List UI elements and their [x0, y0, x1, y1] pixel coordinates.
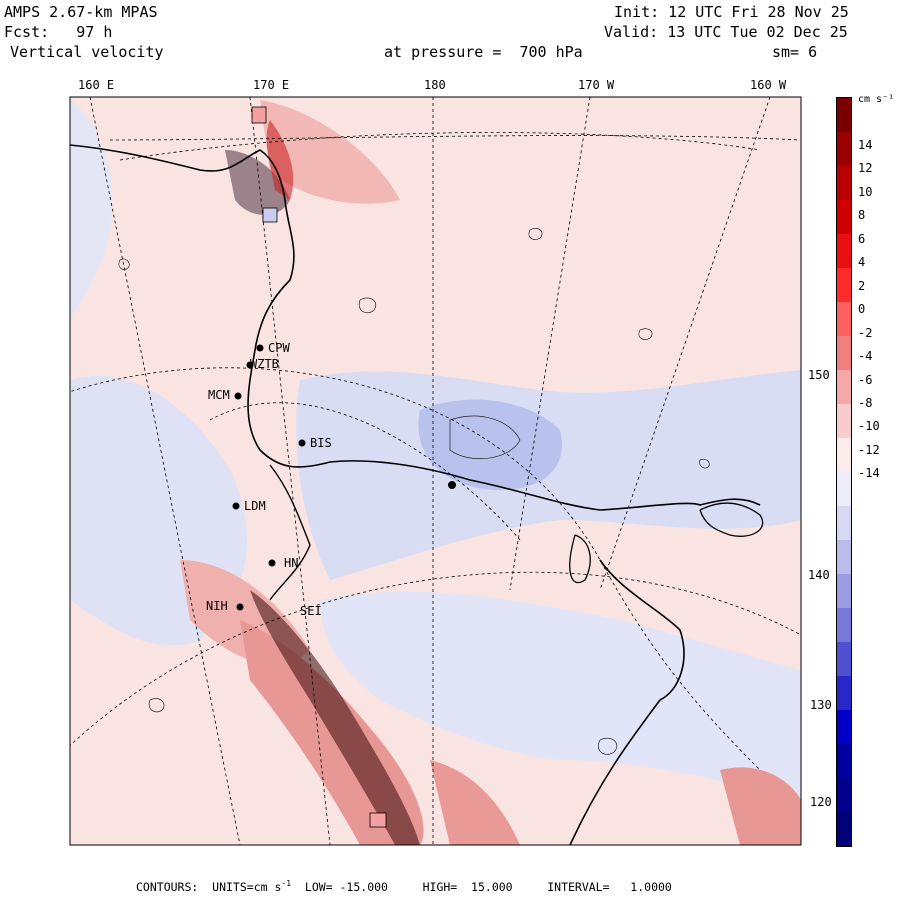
map-frame [69, 96, 802, 846]
colorbar-swatch [837, 132, 851, 166]
station-label-mcm: MCM [208, 388, 230, 402]
colorbar-swatch [837, 302, 851, 336]
lon-label-160e: 160 E [78, 78, 115, 92]
contour-info: CONTOURS: UNITS=cm s-1 LOW= -15.000 HIGH… [136, 879, 672, 894]
colorbar-swatch [837, 234, 851, 268]
colorbar-swatch [837, 676, 851, 710]
colorbar-swatch [837, 404, 851, 438]
station-mcm-dot [234, 392, 242, 400]
colorbar-tick-label: 4 [858, 255, 866, 270]
colorbar-swatch [837, 166, 851, 200]
station-wztb-dot [246, 361, 254, 369]
station-bis-dot [298, 439, 306, 447]
station-ldm-dot [232, 502, 240, 510]
station-cpw-dot [256, 344, 264, 352]
colorbar-tick-label: 14 [858, 138, 873, 152]
colorbar-swatch [837, 540, 851, 574]
colorbar-units: cm s⁻¹ [858, 94, 895, 105]
field-name: Vertical velocity [10, 43, 164, 61]
station-label-bis: BIS [310, 436, 332, 450]
colorbar-tick-label: -10 [858, 419, 880, 434]
valid-time: Valid: 13 UTC Tue 02 Dec 25 [604, 23, 848, 41]
colorbar-swatch [837, 744, 851, 778]
colorbar [836, 97, 852, 847]
colorbar-tick-label: -2 [858, 325, 873, 340]
station-hn-dot [268, 559, 276, 567]
station-label-ldm: LDM [244, 499, 266, 513]
colorbar-tick-label: -6 [858, 372, 873, 387]
station-label-cpw: CPW [268, 341, 290, 355]
colorbar-swatch [837, 574, 851, 608]
model-title: AMPS 2.67-km MPAS [4, 3, 158, 21]
colorbar-swatch [837, 200, 851, 234]
colorbar-tick-label: 10 [858, 184, 873, 199]
colorbar-tick-label: 6 [858, 231, 866, 246]
colorbar-swatch [837, 268, 851, 302]
colorbar-swatch [837, 98, 851, 132]
lon-label-170w: 170 W [578, 78, 615, 92]
colorbar-tick-label: -14 [858, 466, 880, 481]
pressure-level: at pressure = 700 hPa [384, 43, 583, 61]
colorbar-swatch [837, 438, 851, 472]
colorbar-tick-label: -8 [858, 395, 873, 410]
colorbar-swatch [837, 812, 851, 846]
colorbar-swatch [837, 710, 851, 744]
init-time: Init: 12 UTC Fri 28 Nov 25 [614, 3, 849, 21]
colorbar-swatch [837, 472, 851, 506]
forecast-hour: Fcst: 97 h [4, 23, 113, 41]
colorbar-tick-label: 8 [858, 208, 866, 223]
colorbar-swatch [837, 778, 851, 812]
colorbar-tick-label: 12 [858, 161, 873, 176]
colorbar-swatch [837, 608, 851, 642]
colorbar-swatch [837, 506, 851, 540]
colorbar-tick-label: -4 [858, 349, 873, 364]
lon-label-170e: 170 E [253, 78, 290, 92]
station-label-wztb: WZTB [250, 357, 279, 371]
station-label-nih: NIH [206, 599, 228, 613]
lon-label-160w: 160 W [750, 78, 787, 92]
colorbar-swatch [837, 642, 851, 676]
smoothing-label: sm= 6 [772, 43, 818, 61]
colorbar-tick-label: 2 [858, 278, 866, 293]
colorbar-swatch [837, 336, 851, 370]
colorbar-tick-label: -12 [858, 442, 880, 457]
station-label-sei: SEI [300, 604, 322, 618]
colorbar-swatch [837, 370, 851, 404]
colorbar-tick-label: 0 [858, 302, 866, 317]
station-label-hn: HN [284, 556, 299, 570]
station-nih-dot [236, 603, 244, 611]
station-inland-dot [448, 481, 456, 489]
lon-label-180: 180 [424, 78, 446, 92]
